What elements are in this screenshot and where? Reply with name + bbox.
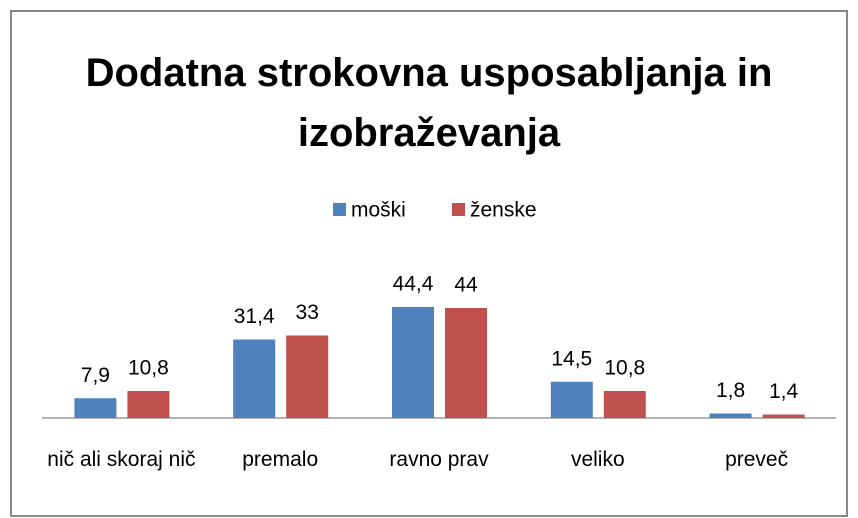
x-tick-label: premalo <box>242 448 318 471</box>
data-label: 7,9 <box>81 364 110 387</box>
bar <box>762 414 805 418</box>
bar <box>286 335 329 418</box>
data-label: 33 <box>296 301 319 324</box>
data-label: 44,4 <box>393 273 434 296</box>
legend-swatch <box>452 203 465 216</box>
data-label: 10,8 <box>604 357 645 380</box>
bar <box>392 307 434 418</box>
bar <box>445 308 487 418</box>
bar <box>127 391 170 418</box>
x-tick-label: preveč <box>725 448 788 471</box>
data-label: 14,5 <box>551 347 592 370</box>
bar <box>603 391 646 418</box>
data-label: 1,8 <box>716 379 745 402</box>
x-tick-label: veliko <box>571 448 625 471</box>
bar <box>233 339 276 418</box>
x-tick-label: nič ali skoraj nič <box>47 448 195 471</box>
legend-label: ženske <box>470 199 537 222</box>
bar <box>74 398 117 418</box>
legend-label: moški <box>351 199 406 222</box>
data-label: 1,4 <box>769 380 799 403</box>
data-label: 44 <box>454 274 478 297</box>
chart-title: Dodatna strokovna usposabljanja in izobra… <box>86 51 773 155</box>
bar <box>709 413 752 418</box>
legend-swatch <box>333 203 346 216</box>
data-label: 10,8 <box>128 357 169 380</box>
x-tick-label: ravno prav <box>389 448 489 471</box>
chart-frame <box>10 10 848 517</box>
bar <box>550 381 593 418</box>
data-label: 31,4 <box>234 305 275 328</box>
